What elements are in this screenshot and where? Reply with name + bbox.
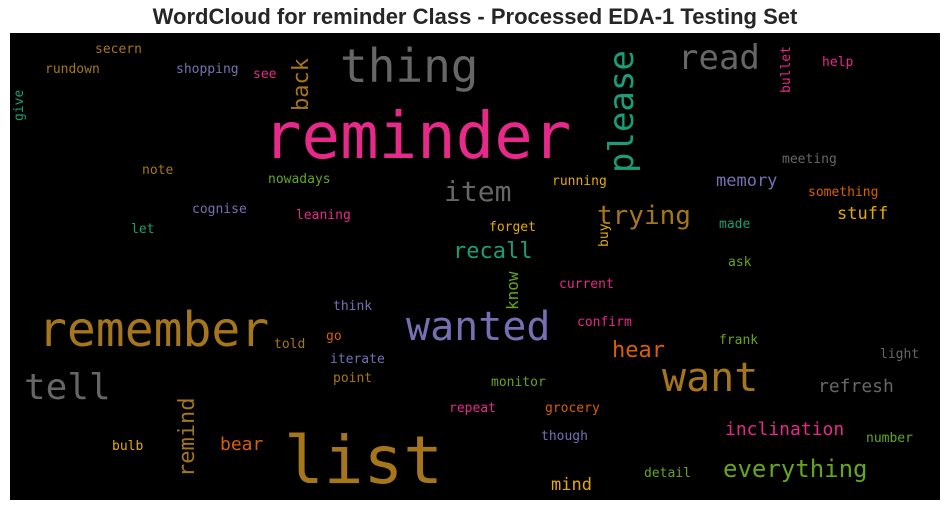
word-read: read bbox=[678, 38, 760, 78]
word-hear: hear bbox=[612, 338, 665, 363]
word-current: current bbox=[559, 277, 614, 292]
word-ask: ask bbox=[728, 255, 752, 270]
word-trying: trying bbox=[597, 201, 691, 231]
word-detail: detail bbox=[644, 466, 691, 481]
word-leaning: leaning bbox=[296, 208, 351, 223]
word-nowadays: nowadays bbox=[268, 172, 331, 187]
word-wanted: wanted bbox=[406, 304, 551, 350]
word-know: know bbox=[503, 271, 522, 310]
word-inclination: inclination bbox=[725, 419, 845, 440]
word-something: something bbox=[808, 185, 879, 200]
word-please: please bbox=[602, 50, 642, 173]
word-grocery: grocery bbox=[545, 401, 600, 416]
word-cognise: cognise bbox=[192, 202, 247, 217]
word-light: light bbox=[880, 347, 920, 362]
word-remind: remind bbox=[175, 397, 200, 477]
word-see: see bbox=[253, 67, 277, 82]
word-point: point bbox=[333, 371, 373, 386]
word-frank: frank bbox=[719, 333, 759, 348]
wordcloud-canvas: reminder list remember thing wanted want… bbox=[10, 33, 940, 500]
word-thing: thing bbox=[340, 39, 479, 93]
word-bulb: bulb bbox=[112, 439, 144, 454]
word-running: running bbox=[552, 174, 607, 189]
word-iterate: iterate bbox=[330, 352, 385, 367]
word-item: item bbox=[444, 175, 512, 208]
word-everything: everything bbox=[723, 455, 868, 483]
word-think: think bbox=[333, 299, 373, 314]
chart-title: WordCloud for reminder Class - Processed… bbox=[152, 4, 798, 29]
word-monitor: monitor bbox=[491, 375, 546, 390]
word-go: go bbox=[326, 329, 342, 344]
word-bullet: bullet bbox=[779, 46, 794, 93]
word-back: back bbox=[289, 58, 314, 111]
word-buy: buy bbox=[597, 223, 612, 247]
word-let: let bbox=[131, 222, 155, 237]
word-tell: tell bbox=[24, 367, 111, 408]
word-though: though bbox=[541, 429, 588, 444]
word-want: want bbox=[662, 355, 759, 401]
word-made: made bbox=[719, 217, 751, 232]
word-repeat: repeat bbox=[449, 401, 496, 416]
word-secern: secern bbox=[95, 42, 142, 57]
word-note: note bbox=[142, 163, 174, 178]
word-refresh: refresh bbox=[818, 376, 894, 397]
word-list: list bbox=[284, 422, 443, 499]
word-stuff: stuff bbox=[837, 204, 889, 224]
word-rundown: rundown bbox=[45, 62, 100, 77]
word-help: help bbox=[822, 55, 854, 70]
word-give: give bbox=[12, 89, 27, 121]
word-meeting: meeting bbox=[782, 152, 837, 167]
word-told: told bbox=[274, 337, 306, 352]
word-forget: forget bbox=[489, 220, 536, 235]
word-reminder: reminder bbox=[263, 100, 572, 174]
word-remember: remember bbox=[38, 302, 270, 358]
word-bear: bear bbox=[220, 434, 264, 455]
word-recall: recall bbox=[453, 239, 533, 264]
word-mind: mind bbox=[551, 475, 592, 495]
word-shopping: shopping bbox=[176, 62, 239, 77]
word-memory: memory bbox=[716, 171, 778, 191]
word-number: number bbox=[866, 431, 913, 446]
word-confirm: confirm bbox=[577, 315, 632, 330]
